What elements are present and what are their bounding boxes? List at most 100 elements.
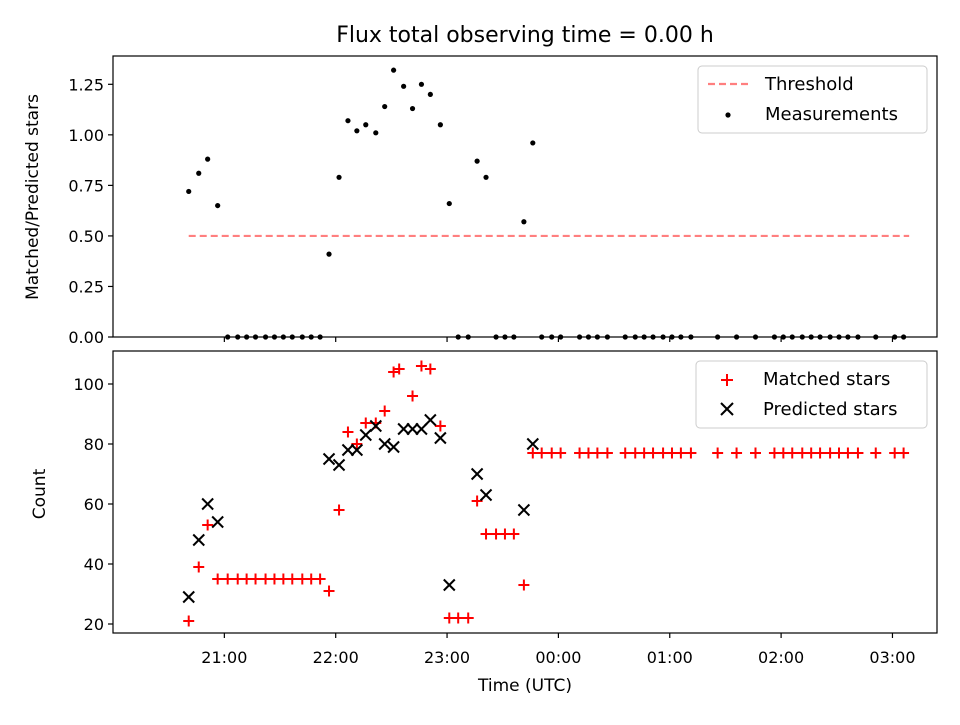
predicted-stars-point: [369, 419, 382, 433]
matched-stars-point: [222, 573, 234, 585]
legend-threshold-label: Threshold: [764, 74, 854, 95]
bottom-x-ticks: 21:00 22:00 23:00 00:00 01:00 02:00 03:00: [201, 633, 916, 667]
legend-predicted-swatch: [720, 402, 734, 416]
matched-stars-point: [351, 438, 363, 450]
matched-stars-point: [250, 573, 262, 585]
top-axes-frame: [112, 55, 938, 338]
measurement-point: [205, 156, 211, 162]
predicted-stars-point: [332, 458, 346, 472]
predicted-stars-point: [211, 515, 224, 529]
measurement-point: [437, 122, 443, 128]
xtick-label: 02:00: [758, 648, 804, 667]
legend-matched-swatch: [721, 374, 733, 386]
bottom-axes-frame: [112, 350, 938, 634]
matched-stars-point: [870, 447, 882, 459]
predicted-stars-point: [406, 422, 419, 436]
top-plot-area: [186, 67, 910, 340]
xtick-label: 21:00: [201, 648, 247, 667]
matched-stars-point: [323, 585, 335, 597]
matched-stars-point: [212, 573, 224, 585]
measurement-point: [382, 103, 388, 110]
legend-matched-label: Matched stars: [763, 369, 890, 390]
matched-stars-point: [712, 447, 724, 459]
matched-stars-point: [619, 447, 631, 459]
legend-measurements-label: Measurements: [765, 104, 898, 125]
measurement-point: [215, 202, 221, 209]
predicted-stars-point: [322, 452, 336, 466]
measurement-point: [401, 83, 407, 89]
predicted-stars-point: [517, 503, 531, 517]
matched-stars-point: [388, 366, 400, 378]
predicted-stars-point: [443, 578, 456, 592]
measurement-point: [186, 188, 192, 195]
measurement-point: [345, 118, 351, 124]
predicted-stars-point: [434, 431, 447, 445]
predicted-stars-point: [387, 440, 400, 454]
measurement-point: [483, 174, 489, 180]
matched-stars-point: [434, 420, 446, 432]
matched-stars-point: [749, 447, 761, 459]
top-ytick-label: 0.75: [68, 176, 104, 195]
matched-stars-point: [393, 363, 405, 375]
top-legend: Threshold Measurements: [697, 65, 928, 134]
top-y-ticks: 0.00 0.25 0.50 0.75 1.00 1.25: [68, 75, 113, 347]
matched-stars-point: [786, 447, 798, 459]
matched-stars-point: [814, 447, 826, 459]
measurement-point: [409, 105, 416, 112]
top-ytick-label: 0.25: [68, 277, 104, 296]
bottom-ytick-label: 100: [73, 375, 104, 394]
measurement-point: [196, 170, 202, 176]
matched-stars-point: [731, 447, 743, 459]
bottom-plot-area: [182, 360, 910, 627]
predicted-stars-point: [397, 422, 410, 436]
measurement-point: [530, 140, 536, 146]
measurement-point: [446, 200, 452, 207]
matched-stars-point: [407, 390, 419, 402]
matched-stars-point: [471, 495, 483, 507]
matched-stars-point: [415, 360, 427, 372]
measurement-point: [427, 91, 433, 98]
matched-stars-point: [183, 615, 195, 627]
matched-stars-point: [193, 561, 205, 573]
matched-stars-point: [424, 363, 436, 375]
top-y-axis-label: Matched/Predicted stars: [23, 94, 43, 300]
measurement-point: [418, 81, 425, 87]
xtick-label: 00:00: [535, 648, 581, 667]
matched-stars-point: [286, 573, 298, 585]
predicted-stars-point: [359, 428, 372, 442]
xtick-label: 01:00: [647, 648, 693, 667]
predicted-stars-point: [341, 443, 355, 457]
matched-stars-point: [342, 426, 354, 438]
matched-stars-point: [202, 519, 214, 531]
bottom-ytick-label: 60: [84, 495, 104, 514]
matched-stars-point: [842, 447, 854, 459]
matched-stars-point: [685, 447, 697, 459]
top-ytick-label: 0.00: [68, 328, 104, 347]
bottom-ytick-label: 20: [84, 615, 104, 634]
measurement-point: [363, 122, 369, 128]
predicted-stars-point: [201, 497, 214, 511]
top-legend-box: [697, 65, 928, 134]
matched-stars-point: [601, 447, 613, 459]
matched-stars-point: [452, 612, 464, 624]
measurement-point: [336, 174, 342, 180]
predicted-stars-point: [470, 467, 484, 481]
matched-stars-point: [462, 612, 474, 624]
matched-stars-point: [480, 528, 492, 540]
matched-stars-point: [518, 579, 530, 591]
measurement-point: [391, 67, 397, 73]
matched-stars-point: [591, 447, 603, 459]
predicted-stars-point: [424, 413, 437, 427]
bottom-y-ticks: 20 40 60 80 100: [73, 375, 113, 634]
matched-stars-point: [675, 447, 687, 459]
xtick-label: 23:00: [424, 648, 470, 667]
matched-stars-point: [898, 447, 910, 459]
xtick-label: 22:00: [313, 648, 359, 667]
bottom-legend: Matched stars Predicted stars: [695, 360, 928, 429]
measurement-point: [474, 158, 480, 164]
legend-measurements-swatch: [725, 112, 731, 118]
bottom-legend-box: [695, 360, 928, 429]
bottom-y-axis-label: Count: [30, 468, 50, 519]
chart-title: Flux total observing time = 0.00 h: [336, 23, 714, 48]
